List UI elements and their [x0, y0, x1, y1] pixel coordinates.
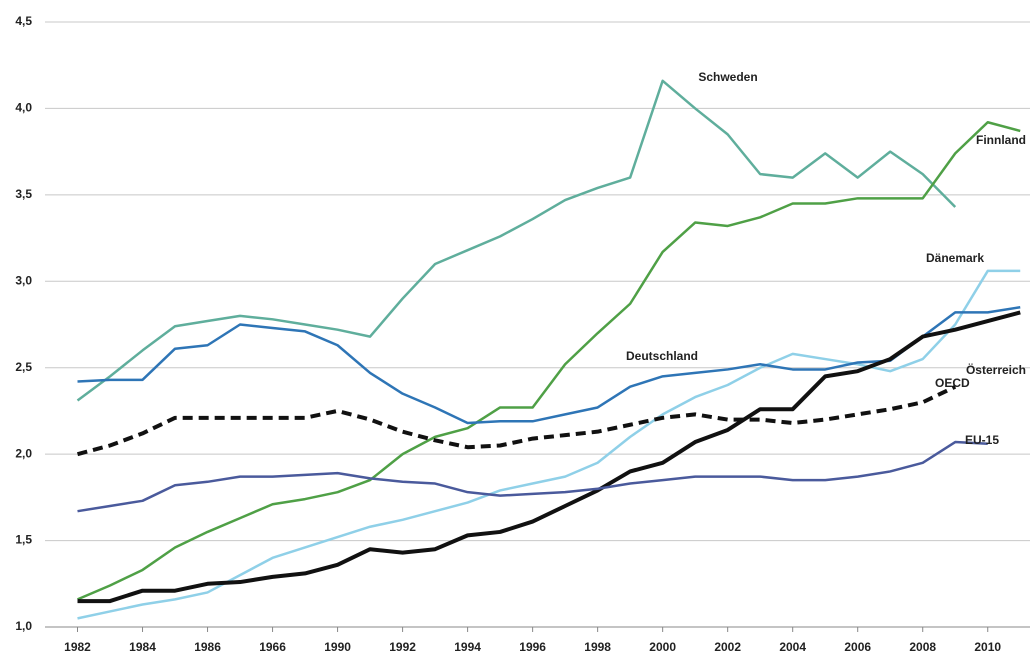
y-tick-label: 4,5: [15, 14, 32, 28]
y-tick-label: 1,5: [15, 533, 32, 547]
y-tick-label: 1,0: [15, 619, 32, 633]
series-line: [77, 269, 1021, 620]
x-tick-label: 1984: [129, 640, 156, 654]
x-tick-label: 2000: [649, 640, 676, 654]
series-line: [76, 384, 957, 457]
x-tick-label: 1986: [194, 640, 221, 654]
series-line: [77, 440, 988, 513]
x-tick-label: 1966: [259, 640, 286, 654]
x-tick-label: 1996: [519, 640, 546, 654]
series-line: [77, 310, 1021, 604]
x-tick-label: 2002: [714, 640, 741, 654]
series-label: Österreich: [966, 362, 1026, 377]
series-label: OECD: [935, 376, 970, 390]
x-tick-label: 1990: [324, 640, 351, 654]
x-tick-label: 1994: [454, 640, 481, 654]
series-label: Dänemark: [926, 251, 984, 265]
series-label: Finnland: [976, 133, 1026, 147]
y-tick-label: 4,0: [15, 101, 32, 115]
series-label: Schweden: [698, 70, 757, 84]
series-label: EU-15: [965, 433, 999, 447]
x-tick-label: 1992: [389, 640, 416, 654]
series-line: [77, 305, 1021, 425]
x-tick-label: 1982: [64, 640, 91, 654]
series-label: Deutschland: [626, 349, 698, 363]
y-tick-label: 2,5: [15, 360, 32, 374]
x-tick-label: 2006: [844, 640, 871, 654]
x-tick-label: 2004: [779, 640, 806, 654]
y-tick-label: 2,0: [15, 446, 32, 460]
x-tick-label: 2008: [909, 640, 936, 654]
series-line: [76, 79, 957, 402]
series-line: [77, 121, 1021, 601]
x-tick-label: 2010: [974, 640, 1001, 654]
y-tick-label: 3,0: [15, 273, 32, 287]
x-tick-label: 1998: [584, 640, 611, 654]
y-tick-label: 3,5: [15, 187, 32, 201]
